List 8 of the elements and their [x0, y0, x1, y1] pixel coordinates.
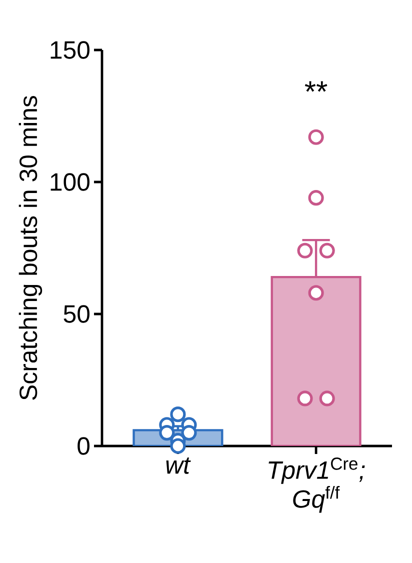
- y-tick-label: 0: [78, 437, 90, 455]
- y-tick-label: 150: [50, 41, 90, 59]
- x-tick-label: wt: [166, 458, 191, 474]
- y-tick-label: 100: [50, 173, 90, 191]
- category-label: Tprv1$^{Cre}$; Gq$^{f/f}$: [268, 458, 365, 513]
- y-tick-label: 50: [64, 305, 90, 323]
- y-axis-title: Scratching bouts in 30 mins: [18, 96, 42, 400]
- annotation: **: [304, 81, 328, 92]
